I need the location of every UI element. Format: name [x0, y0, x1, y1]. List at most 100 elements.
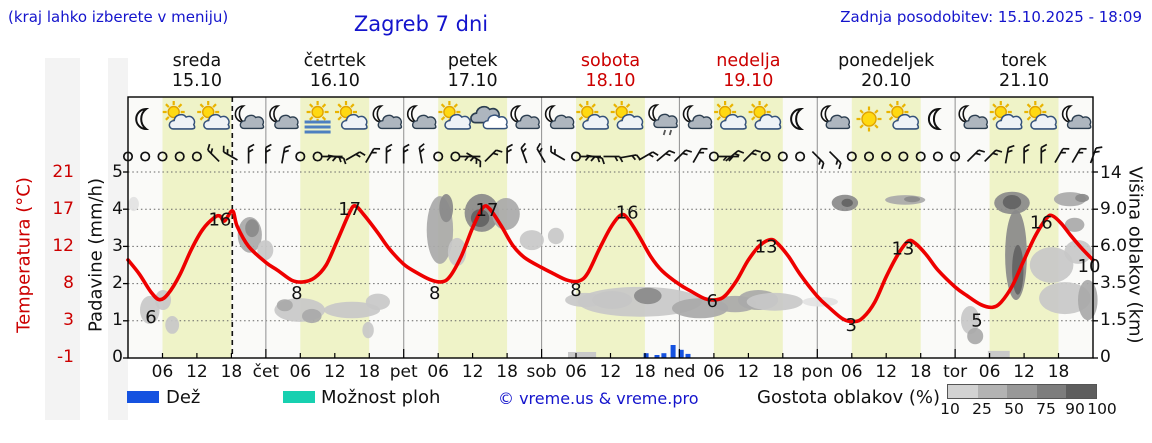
day-header-date: 17.10	[447, 71, 498, 91]
temperature-value-label: 5	[971, 310, 982, 331]
bottom-hour-label: 18	[496, 362, 518, 382]
cloud-density-segment	[1007, 385, 1037, 398]
rain-bar	[661, 353, 667, 358]
bottom-hour-label: 18	[909, 362, 932, 382]
weather-icon-moon-cloud	[269, 105, 299, 130]
bottom-day-abbrev: pet	[389, 362, 418, 382]
showers-legend-label: Možnost ploh	[321, 387, 441, 408]
weather-icon-moon-cloud	[406, 105, 437, 130]
cloud-density-tick-label: 25	[972, 400, 992, 418]
bottom-hour-label: 18	[1047, 362, 1070, 382]
bottom-hour-label: 12	[186, 362, 208, 382]
bottom-day-abbrev: sob	[526, 362, 557, 382]
bottom-day-abbrev: čet	[252, 362, 280, 382]
bottom-hour-label: 12	[323, 362, 346, 382]
bottom-hour-label: 06	[427, 362, 449, 382]
bottom-hour-label: 18	[220, 362, 243, 382]
bottom-hour-label: 06	[289, 362, 312, 382]
day-header-name: petek	[447, 51, 498, 71]
temperature-tick-label: 17	[52, 199, 74, 219]
daylight-band	[162, 97, 232, 358]
weather-icons-row	[135, 101, 1092, 136]
cloud-height-tick-label: 9.0	[1100, 199, 1128, 219]
weather-icon-moon-cloud	[510, 105, 540, 130]
weather-icon-moon	[135, 107, 150, 131]
temperature-curve	[126, 204, 1095, 324]
rain-bar	[685, 353, 691, 358]
cloud-density-segment	[1066, 385, 1096, 398]
bottom-hour-label: 12	[461, 362, 484, 382]
cloud-density-segment	[948, 385, 978, 398]
temperature-value-label: 8	[570, 280, 581, 301]
day-header-name: sreda	[172, 51, 222, 71]
day-header-name: torek	[1001, 51, 1047, 71]
weather-icon-moon-cloud	[234, 105, 265, 130]
temperature-value-label: 16	[616, 202, 639, 223]
cloud-density-tick-label: 100	[1087, 400, 1117, 418]
wind-barbs-row	[122, 142, 1103, 170]
rain-legend-swatch	[127, 391, 159, 403]
weather-icon-sun-cloud	[886, 101, 920, 130]
weather-icon-sun-cloud	[748, 101, 782, 130]
bottom-hour-label: 06	[151, 362, 174, 382]
daylight-band	[713, 97, 783, 358]
weather-icon-moon-cloud	[544, 105, 575, 130]
day-header-name: ponedeljek	[838, 51, 935, 71]
day-header-name: sobota	[580, 51, 641, 71]
cloud-density-gradient-bar	[947, 384, 1097, 399]
precipitation-tick-label: 4	[112, 199, 123, 219]
location-hint: (kraj lahko izberete v meniju)	[8, 8, 229, 26]
day-header-date: 16.10	[309, 71, 360, 91]
bottom-hour-label: 06	[840, 362, 863, 382]
temperature-value-label: 17	[338, 199, 361, 220]
weather-icon-sun-fog	[304, 101, 331, 134]
temperature-value-label: 8	[291, 283, 302, 304]
day-header-date: 21.10	[999, 71, 1050, 91]
copyright-link[interactable]: © vreme.us & vreme.pro	[498, 389, 699, 408]
weather-icon-sun-cloud	[576, 101, 610, 130]
precipitation-tick-label: 1	[112, 310, 123, 330]
ground-fog-bar	[987, 350, 1010, 358]
left-outer-axis-strip	[45, 58, 80, 420]
temperature-tick-label: 8	[63, 273, 74, 293]
day-header-date: 15.10	[171, 71, 222, 91]
day-header-name: četrtek	[303, 51, 366, 71]
temperature-value-label: 8	[429, 283, 440, 304]
temperature-value-label: 6	[145, 307, 156, 328]
weather-icon-sun-cloud	[989, 101, 1023, 130]
bottom-hour-label: 06	[703, 362, 725, 382]
left-inner-axis-strip	[108, 58, 128, 420]
bottom-hour-label: 06	[565, 362, 587, 382]
temperature-value-label: 16	[208, 209, 231, 230]
weather-icon-sun-cloud	[1024, 101, 1058, 130]
precipitation-tick-label: 3	[112, 236, 123, 256]
cloud-height-tick-label: 6.0	[1100, 236, 1128, 256]
cloud-density-tick-label: 90	[1065, 400, 1085, 418]
temperature-value-label: 17	[476, 200, 499, 221]
cloud-height-tick-label: 1.5	[1100, 310, 1128, 330]
weather-icon-sun-cloud	[197, 101, 230, 130]
cloud-density-segment	[977, 385, 1008, 398]
weather-icon-sun-cloud	[162, 101, 196, 130]
temperature-value-label: 16	[1030, 212, 1053, 233]
bottom-hour-label: 12	[875, 362, 898, 382]
bottom-day-abbrev: pon	[801, 362, 834, 382]
rain-bar	[654, 355, 660, 358]
temperature-value-label: 10	[1078, 256, 1101, 277]
bottom-hour-label: 06	[978, 362, 1001, 382]
temperature-tick-label: 21	[52, 162, 74, 182]
last-update: Zadnja posodobitev: 15.10.2025 - 18:09	[840, 8, 1142, 26]
temperature-value-label: 6	[706, 291, 717, 312]
weather-icon-sun-cloud	[438, 101, 472, 130]
weather-icon-sun	[856, 106, 882, 132]
temperature-value-label: 13	[891, 239, 914, 260]
bottom-hour-label: 12	[1013, 362, 1035, 382]
precipitation-tick-label: 0	[112, 347, 123, 367]
bottom-day-abbrev: ned	[663, 362, 696, 382]
temperature-tick-label: 3	[63, 310, 74, 330]
day-header-name: nedelja	[716, 51, 781, 71]
rain-bar	[678, 349, 684, 358]
temperature-value-label: 13	[755, 237, 778, 258]
